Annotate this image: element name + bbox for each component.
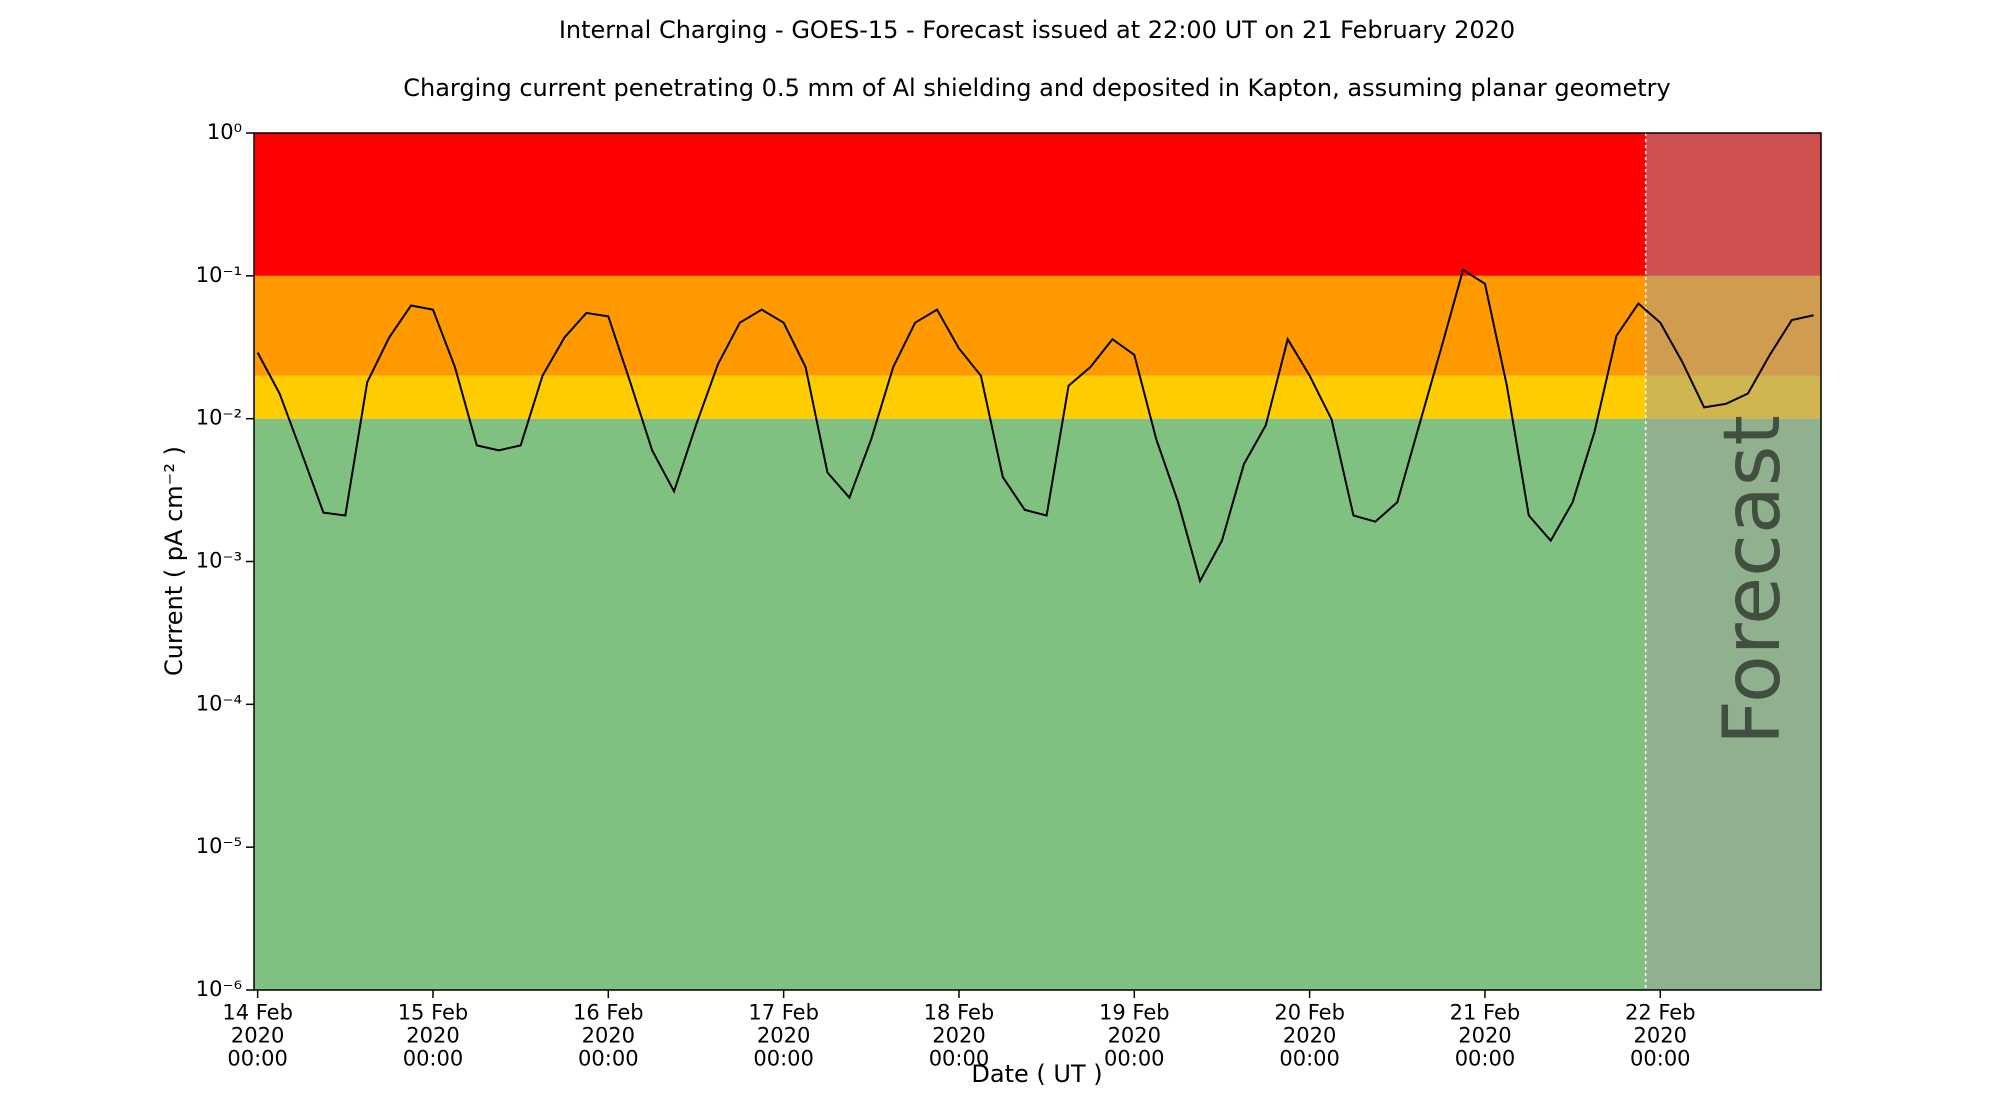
x-tick-label: 14 Feb 2020 00:00 bbox=[222, 1000, 293, 1070]
x-tick-label-line: 2020 bbox=[231, 1023, 284, 1047]
y-tick-label: 10⁻⁵ bbox=[196, 834, 242, 858]
data-line bbox=[256, 268, 1814, 584]
x-tick-label-line: 00:00 bbox=[1279, 1047, 1340, 1071]
risk-band bbox=[254, 375, 1821, 419]
y-tick-label: 10⁻¹ bbox=[196, 263, 242, 287]
y-tick-label: 10⁻⁶ bbox=[196, 977, 242, 1001]
y-axis-label: Current ( pA cm⁻² ) bbox=[160, 446, 188, 676]
x-tick-label-line: 2020 bbox=[582, 1023, 635, 1047]
x-tick-label-line: 2020 bbox=[1283, 1023, 1336, 1047]
y-tick-label: 10⁻⁴ bbox=[196, 691, 242, 715]
x-tick-label: 15 Feb 2020 00:00 bbox=[398, 1000, 469, 1070]
x-tick-label-line: 19 Feb bbox=[1099, 1000, 1170, 1024]
x-tick-label-line: 2020 bbox=[932, 1023, 985, 1047]
y-tick-label: 10⁰ bbox=[207, 120, 242, 144]
x-tick-label-line: 00:00 bbox=[578, 1047, 639, 1071]
risk-band bbox=[254, 133, 1821, 276]
x-tick-label: 17 Feb 2020 00:00 bbox=[748, 1000, 819, 1070]
x-tick-label: 18 Feb 2020 00:00 bbox=[924, 1000, 995, 1070]
x-tick-label-line: 20 Feb bbox=[1274, 1000, 1345, 1024]
x-tick-label-line: 2020 bbox=[1108, 1023, 1161, 1047]
x-tick-label: 19 Feb 2020 00:00 bbox=[1099, 1000, 1170, 1070]
x-tick-label: 16 Feb 2020 00:00 bbox=[573, 1000, 644, 1070]
x-tick-label-line: 00:00 bbox=[227, 1047, 288, 1071]
x-tick-label-line: 2020 bbox=[1458, 1023, 1511, 1047]
forecast-region bbox=[1645, 133, 1821, 990]
x-tick-label-line: 00:00 bbox=[403, 1047, 464, 1071]
x-tick-label-line: 2020 bbox=[406, 1023, 459, 1047]
x-tick-label-line: 00:00 bbox=[753, 1047, 814, 1071]
x-axis-label: Date ( UT ) bbox=[971, 1060, 1102, 1088]
risk-band bbox=[254, 275, 1821, 376]
risk-band bbox=[254, 418, 1821, 991]
chart-subtitle: Charging current penetrating 0.5 mm of A… bbox=[403, 74, 1671, 102]
x-tick-label-line: 14 Feb bbox=[222, 1000, 293, 1024]
x-tick-label-line: 00:00 bbox=[929, 1047, 990, 1071]
x-tick-label-line: 00:00 bbox=[1104, 1047, 1165, 1071]
x-tick-label-line: 15 Feb bbox=[398, 1000, 469, 1024]
x-tick-label-line: 00:00 bbox=[1455, 1047, 1516, 1071]
x-tick-label: 20 Feb 2020 00:00 bbox=[1274, 1000, 1345, 1070]
x-tick-label: 21 Feb 2020 00:00 bbox=[1450, 1000, 1521, 1070]
forecast-label: Forecast bbox=[1708, 415, 1798, 745]
chart-title: Internal Charging - GOES-15 - Forecast i… bbox=[559, 16, 1515, 44]
x-tick-label-line: 18 Feb bbox=[924, 1000, 995, 1024]
x-tick-label-line: 2020 bbox=[1634, 1023, 1687, 1047]
y-tick-label: 10⁻² bbox=[196, 406, 242, 430]
y-tick-label: 10⁻³ bbox=[196, 549, 242, 573]
x-tick-label-line: 2020 bbox=[757, 1023, 810, 1047]
x-tick-label-line: 00:00 bbox=[1630, 1047, 1691, 1071]
x-tick-label-line: 21 Feb bbox=[1450, 1000, 1521, 1024]
x-tick-label-line: 17 Feb bbox=[748, 1000, 819, 1024]
x-tick-label-line: 16 Feb bbox=[573, 1000, 644, 1024]
x-tick-label-line: 22 Feb bbox=[1625, 1000, 1696, 1024]
x-tick-label: 22 Feb 2020 00:00 bbox=[1625, 1000, 1696, 1070]
